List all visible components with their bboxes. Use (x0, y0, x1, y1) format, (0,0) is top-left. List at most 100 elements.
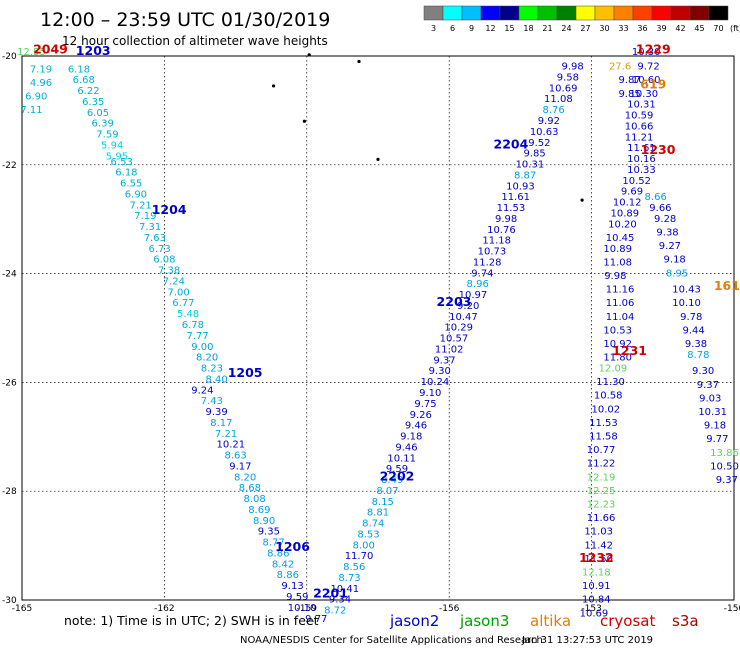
swh-value-label: 8.49 (381, 475, 403, 486)
swh-value-label: 8.08 (243, 494, 265, 505)
lon-tick-label: -165 (12, 604, 32, 614)
colorbar-swatch (708, 5, 729, 21)
swh-value-label: 10.16 (627, 154, 656, 165)
legend-entry-jason3: jason3 (459, 612, 509, 630)
swh-value-label: 9.17 (229, 461, 251, 472)
colorbar-swatch (670, 5, 691, 21)
swh-value-label: 10.29 (444, 323, 473, 334)
pass-id-label: 2202 (380, 468, 415, 483)
swh-value-label: 9.38 (685, 339, 707, 350)
swh-value-label: 10.84 (582, 595, 611, 606)
swh-value-label: 7.21 (215, 429, 237, 440)
colorbar-tick-label: 6 (450, 24, 455, 33)
swh-value-label: 10.92 (603, 339, 632, 350)
lat-tick-label: -26 (2, 378, 17, 388)
swh-value-label: 10.97 (459, 290, 488, 301)
swh-value-label: 8.76 (542, 105, 564, 116)
swh-value-label: 9.98 (495, 214, 517, 225)
swh-value-label: 8.96 (467, 279, 489, 290)
colorbar-tick-label: 3 (431, 24, 436, 33)
swh-value-label: 10.91 (582, 581, 611, 592)
swh-value-label: 10.52 (622, 176, 651, 187)
swh-value-label: 9.75 (414, 399, 436, 410)
swh-value-label: 5.94 (101, 140, 123, 151)
swh-value-label: 11.53 (497, 203, 526, 214)
swh-value-label: 10.59 (625, 111, 654, 122)
swh-value-label: 8.73 (338, 573, 360, 584)
swh-value-label: 9.59 (286, 592, 308, 603)
swh-value-label: 7.77 (186, 331, 208, 342)
swh-value-label: 10.89 (611, 208, 640, 219)
island-markers (271, 53, 584, 202)
swh-value-label: 12.09 (599, 364, 628, 375)
swh-value-label: 10.12 (613, 198, 642, 209)
colorbar-tick-label: 24 (561, 24, 571, 33)
colorbar-swatch (632, 5, 653, 21)
swh-value-label: 11.08 (603, 257, 632, 268)
pass-id-label: 161 (714, 278, 740, 293)
swh-value-label: 10.73 (478, 247, 507, 258)
swh-value-label: 7.31 (139, 222, 161, 233)
legend-entry-altika: altika (530, 612, 571, 630)
colorbar-swatch (651, 5, 672, 21)
swh-value-label: 10.58 (594, 391, 623, 402)
swh-value-label: 10.77 (587, 445, 616, 456)
swh-value-label: 9.28 (654, 214, 676, 225)
swh-value-label: 10.20 (608, 219, 637, 230)
swh-value-label: 8.15 (372, 497, 394, 508)
swh-value-label: 11.50 (584, 554, 613, 565)
swh-value-label: 6.77 (172, 298, 194, 309)
swh-value-label: 10.69 (549, 83, 578, 94)
map-frame (21, 55, 735, 601)
pass-id-label: 1203 (76, 43, 111, 58)
swh-value-label: 6.68 (73, 75, 95, 86)
swh-value-label: 11.06 (606, 298, 635, 309)
swh-value-label: 10.43 (672, 285, 701, 296)
swh-value-label: 10.31 (516, 160, 545, 171)
swh-value-label: 7.11 (20, 105, 42, 116)
colorbar-tick-label: 30 (599, 24, 609, 33)
swh-value-label: 7.19 (30, 64, 52, 75)
swh-value-label: 10.60 (632, 75, 661, 86)
swh-value-label: 9.37 (697, 380, 719, 391)
swh-value-label: 9.30 (692, 366, 714, 377)
swh-value-label: 8.23 (201, 364, 223, 375)
swh-value-label: 10.33 (627, 165, 656, 176)
island-marker (271, 84, 276, 88)
swh-value-label: 8.40 (205, 374, 227, 385)
swh-value-label: 7.43 (201, 396, 223, 407)
colorbar-swatch (594, 5, 615, 21)
lat-tick-label: -22 (2, 161, 17, 171)
swh-value-label: 11.04 (606, 312, 635, 323)
swh-value-label: 8.69 (248, 505, 270, 516)
colorbar-swatch (613, 5, 634, 21)
page-title: 12:00 – 23:59 UTC 01/30/2019 (40, 9, 330, 31)
island-marker (376, 157, 380, 161)
colorbar-swatch (575, 5, 596, 21)
legend-entry-s3a: s3a (672, 612, 699, 630)
swh-value-label: 8.20 (234, 472, 256, 483)
swh-value-label: 6.18 (115, 168, 137, 179)
swh-value-label: 9.10 (419, 388, 441, 399)
swh-value-label: 8.77 (262, 538, 284, 549)
colorbar-swatch (537, 5, 558, 21)
swh-value-label: 6.90 (25, 92, 47, 103)
swh-value-label: 13.86 (710, 448, 739, 459)
swh-value-label: 8.86 (277, 570, 299, 581)
colorbar-swatch (442, 5, 463, 21)
colorbar-tick-label: 39 (656, 24, 666, 33)
swh-value-label: 10.10 (288, 603, 317, 614)
swh-value-label: 10.41 (330, 584, 359, 595)
island-marker (302, 119, 307, 123)
swh-value-label: 10.93 (506, 181, 535, 192)
swh-value-label: 10.66 (625, 121, 654, 132)
swh-value-label: 9.58 (557, 72, 579, 83)
swh-value-label: 9.72 (637, 62, 659, 73)
swh-value-label: 11.53 (589, 418, 618, 429)
map-gridlines (22, 56, 734, 600)
island-marker (307, 53, 311, 57)
swh-value-label: 10.21 (217, 440, 246, 451)
swh-value-label: 10.53 (603, 325, 632, 336)
colorbar-swatch (499, 5, 520, 21)
